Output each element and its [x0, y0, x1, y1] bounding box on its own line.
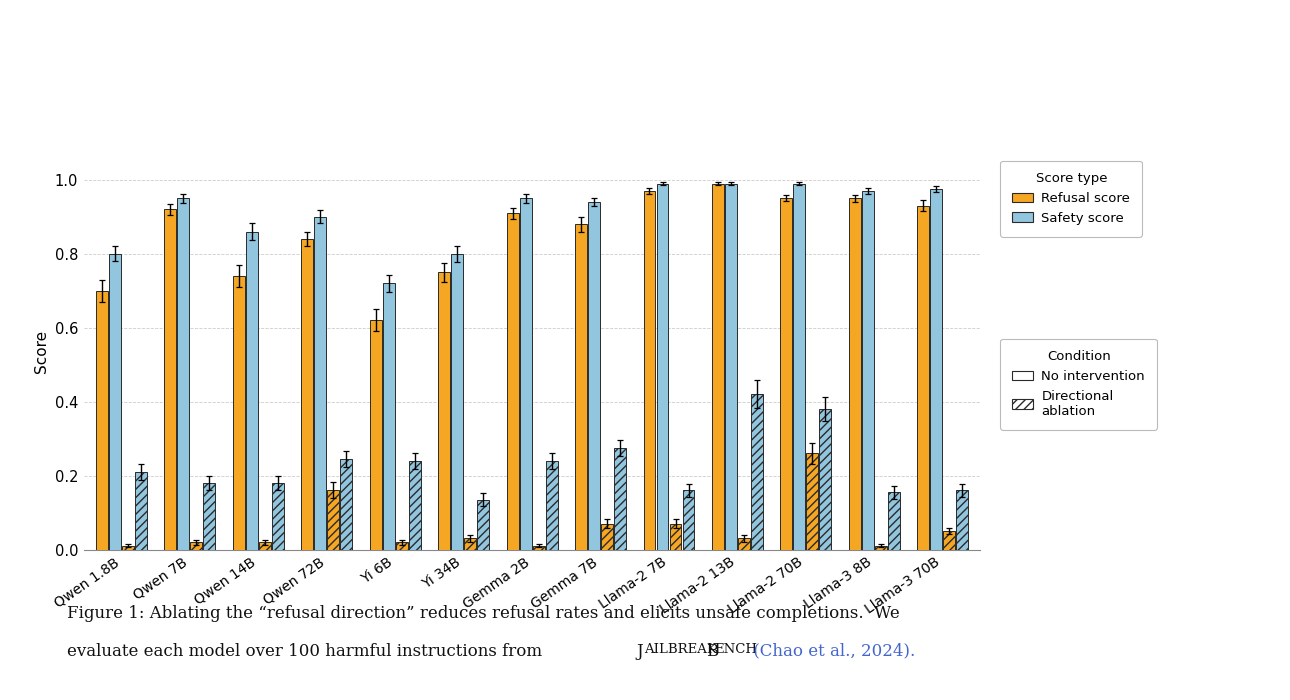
Bar — [520, 198, 531, 550]
Bar — [246, 232, 258, 550]
Bar — [302, 239, 313, 550]
Bar — [341, 459, 352, 550]
Bar — [930, 189, 942, 550]
Bar — [477, 500, 489, 550]
Bar — [670, 524, 681, 550]
Bar — [464, 538, 476, 550]
Bar — [644, 191, 655, 550]
Bar — [370, 321, 382, 550]
Bar — [875, 546, 886, 550]
Bar — [849, 198, 860, 550]
Bar — [943, 531, 956, 550]
Bar — [614, 448, 626, 550]
Bar — [682, 491, 694, 550]
Bar — [738, 538, 749, 550]
Bar — [328, 491, 339, 550]
Bar — [123, 546, 134, 550]
Bar — [178, 198, 190, 550]
Bar — [135, 472, 147, 550]
Bar — [272, 483, 284, 550]
Legend: No intervention, Directional
ablation: No intervention, Directional ablation — [1001, 339, 1157, 430]
Bar — [95, 290, 108, 550]
Bar — [439, 272, 450, 550]
Y-axis label: Score: Score — [35, 330, 49, 373]
Bar — [396, 542, 408, 550]
Bar — [725, 183, 737, 550]
Bar — [204, 483, 215, 550]
Bar — [588, 202, 600, 550]
Text: evaluate each model over 100 harmful instructions from: evaluate each model over 100 harmful ins… — [67, 643, 547, 659]
Bar — [917, 206, 929, 550]
Bar — [259, 542, 271, 550]
Bar — [956, 491, 969, 550]
Text: (Chao et al., 2024).: (Chao et al., 2024). — [748, 643, 916, 659]
Text: J: J — [636, 643, 642, 659]
Bar — [712, 183, 724, 550]
Bar — [601, 524, 613, 550]
Bar — [451, 254, 463, 550]
Bar — [862, 191, 873, 550]
Bar — [108, 254, 121, 550]
Bar — [409, 461, 421, 550]
Bar — [233, 276, 245, 550]
Bar — [751, 394, 762, 550]
Bar — [806, 454, 818, 550]
Text: ENCH: ENCH — [715, 643, 757, 656]
Bar — [164, 209, 177, 550]
Bar — [819, 409, 831, 550]
Bar — [315, 217, 326, 550]
Bar — [780, 198, 792, 550]
Bar — [575, 224, 587, 550]
Text: B: B — [707, 643, 719, 659]
Bar — [191, 542, 203, 550]
Bar — [793, 183, 805, 550]
Bar — [657, 183, 668, 550]
Bar — [546, 461, 557, 550]
Text: AILBREAK: AILBREAK — [645, 643, 717, 656]
Bar — [533, 546, 544, 550]
Bar — [383, 284, 395, 550]
Bar — [507, 213, 519, 550]
Bar — [888, 492, 900, 550]
Text: Figure 1: Ablating the “refusal direction” reduces refusal rates and elicits uns: Figure 1: Ablating the “refusal directio… — [67, 606, 900, 622]
